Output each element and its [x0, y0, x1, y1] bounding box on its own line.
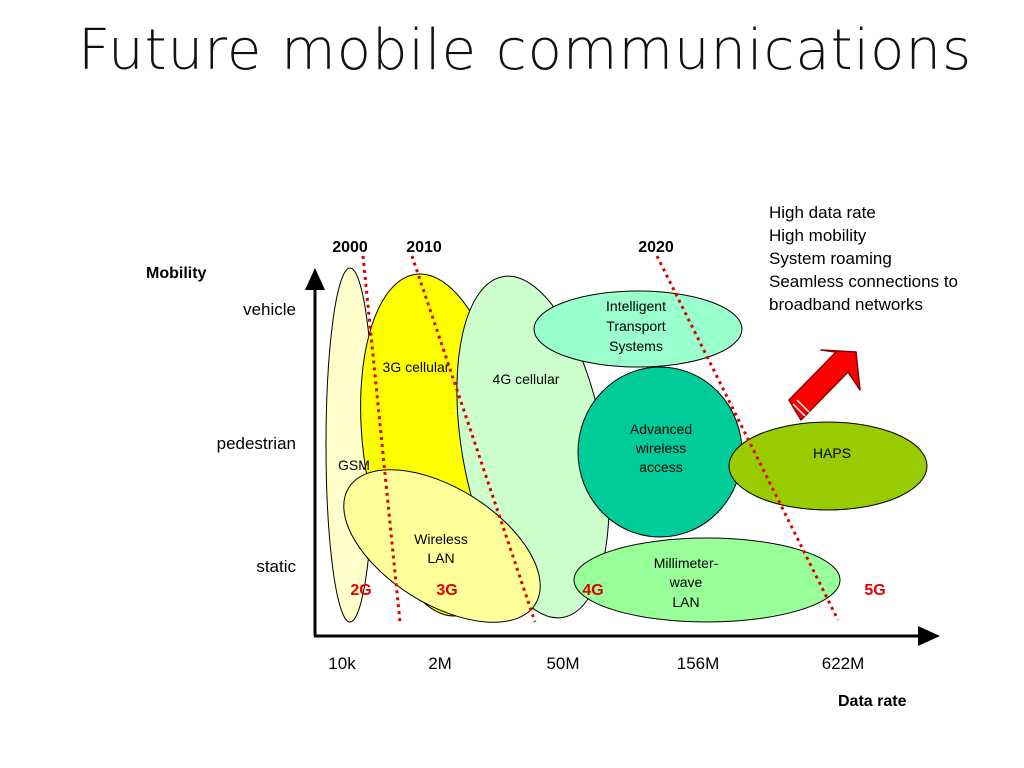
- goal-item: Seamless connections to: [769, 272, 958, 291]
- haps-ellipse: [728, 421, 928, 511]
- awa-label-3: access: [639, 459, 683, 475]
- generation-5g-label: 5G: [864, 582, 885, 599]
- axes: [305, 268, 940, 646]
- page-title: Future mobile communications: [78, 18, 973, 83]
- y-tick-pedestrian: pedestrian: [217, 434, 296, 453]
- year-2020-label: 2020: [638, 239, 674, 256]
- generation-2g-label: 2G: [350, 582, 371, 599]
- x-tick-50m: 50M: [546, 654, 579, 673]
- generation-3g-label: 3G: [436, 582, 457, 599]
- x-tick-2m: 2M: [428, 654, 452, 673]
- goal-item: High mobility: [769, 226, 867, 245]
- goal-item: High data rate: [769, 203, 876, 222]
- year-2000-label: 2000: [332, 239, 368, 256]
- its-label-2: Transport: [606, 318, 666, 334]
- y-tick-static: static: [256, 557, 296, 576]
- x-tick-156m: 156M: [677, 654, 720, 673]
- gsm-label: GSM: [338, 457, 370, 473]
- x-tick-10k: 10k: [328, 654, 356, 673]
- trend-arrow-icon: [788, 349, 861, 421]
- y-axis-label: Mobility: [146, 265, 207, 282]
- wireless-lan-region: [343, 469, 541, 623]
- future-goals-list: High data rate High mobility System roam…: [769, 201, 958, 316]
- wireless-lan-label-1: Wireless: [414, 531, 468, 547]
- haps-region: [728, 421, 928, 511]
- mmwave-label-1: Millimeter-: [654, 555, 719, 571]
- goal-item: broadband networks: [769, 295, 924, 314]
- cellular-4g-label: 4G cellular: [493, 371, 560, 387]
- x-tick-622m: 622M: [822, 654, 865, 673]
- awa-label-2: wireless: [635, 440, 687, 456]
- divider-2010: [410, 255, 537, 623]
- haps-label: HAPS: [813, 445, 851, 461]
- goal-item: System roaming: [769, 249, 892, 268]
- mmwave-label-3: LAN: [672, 594, 699, 610]
- x-axis-label: Data rate: [838, 693, 907, 710]
- y-tick-vehicle: vehicle: [243, 300, 296, 319]
- its-region: [533, 290, 743, 368]
- its-ellipse: [533, 290, 743, 368]
- divider-2020: [655, 255, 840, 621]
- its-label-1: Intelligent: [606, 298, 666, 314]
- its-label-3: Systems: [609, 338, 663, 354]
- mmwave-ellipse: [573, 537, 841, 623]
- awa-label-1: Advanced: [630, 421, 692, 437]
- mmwave-label-2: wave: [669, 574, 703, 590]
- year-2010-label: 2010: [406, 239, 442, 256]
- mmwave-region: [573, 537, 841, 623]
- divider-2000: [361, 255, 402, 623]
- wireless-lan-ellipse: [343, 469, 541, 623]
- x-axis-arrowhead: [918, 626, 940, 646]
- wireless-lan-label-2: LAN: [427, 550, 454, 566]
- y-axis-arrowhead: [305, 268, 325, 290]
- cellular-3g-label: 3G cellular: [383, 359, 450, 375]
- generation-4g-label: 4G: [582, 582, 603, 599]
